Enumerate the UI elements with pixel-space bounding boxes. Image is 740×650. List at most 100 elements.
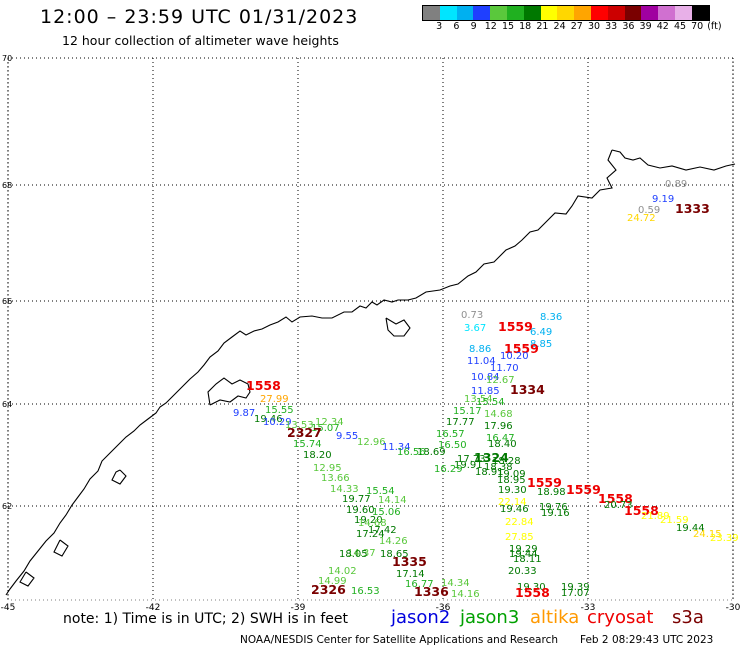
- colorbar-label: 9: [470, 21, 477, 32]
- wave-height-value: 19.44: [676, 523, 705, 534]
- wave-height-value: 1334: [510, 382, 545, 397]
- credit-line: NOAA/NESDIS Center for Satellite Applica…: [240, 634, 558, 646]
- wave-height-value: 22.84: [505, 517, 534, 528]
- legend-altika: altika: [530, 607, 580, 628]
- wave-height-value: 14.14: [378, 495, 407, 506]
- colorbar-swatch: [557, 6, 575, 20]
- wave-height-value: 13.53: [285, 420, 314, 431]
- colorbar-swatch: [624, 6, 642, 20]
- wave-height-value: 11.70: [490, 363, 519, 374]
- colorbar-label: 45: [673, 21, 687, 32]
- wave-height-value: 17.07: [561, 588, 590, 599]
- colorbar-label: 21: [536, 21, 549, 32]
- wave-height-value: 19.30: [498, 485, 527, 496]
- wave-height-value: 17.77: [446, 417, 475, 428]
- wave-height-value: 18.95: [497, 475, 526, 486]
- wave-height-value: 19.16: [541, 508, 570, 519]
- wave-height-value: 18.65: [380, 549, 409, 560]
- wave-height-value: 15.54: [366, 486, 395, 497]
- wave-height-value: 3.67: [464, 323, 486, 334]
- wave-height-value: 14.26: [379, 536, 408, 547]
- wave-height-colorbar: [422, 5, 710, 21]
- wave-height-value: 19.20: [354, 515, 383, 526]
- greenland-coastline: [5, 149, 736, 596]
- wave-height-value: 13.54: [464, 394, 493, 405]
- longitude-label: -45: [1, 603, 16, 613]
- wave-height-value: 12.96: [357, 437, 386, 448]
- colorbar-swatch: [658, 6, 675, 20]
- wave-height-value: 14.02: [328, 566, 357, 577]
- wave-height-value: 8.85: [530, 339, 552, 350]
- colorbar-swatch: [607, 6, 625, 20]
- latitude-label: 64: [2, 400, 12, 409]
- colorbar-swatch: [641, 6, 659, 20]
- wave-height-value: 18.69: [417, 447, 446, 458]
- wave-height-value: 14.68: [358, 518, 387, 529]
- wave-height-value: 21.89: [641, 511, 670, 522]
- colorbar-swatch: [590, 6, 608, 20]
- wave-height-value: 0.89: [665, 179, 687, 190]
- wave-height-value: 18.98: [537, 487, 566, 498]
- wave-height-value: 2326: [311, 582, 346, 597]
- wave-height-value: 12.34: [315, 417, 344, 428]
- wave-height-value: 18.11: [513, 554, 542, 565]
- wave-height-value: 23.39: [710, 533, 739, 544]
- wave-height-value: 19.09: [497, 469, 526, 480]
- wave-height-value: 15.06: [372, 507, 401, 518]
- wave-height-value: 13.66: [321, 473, 350, 484]
- wave-height-value: 14.68: [484, 409, 513, 420]
- lat-lon-grid: [7, 57, 734, 601]
- wave-height-value: 8.86: [469, 344, 491, 355]
- wave-height-value: 2327: [287, 425, 322, 440]
- wave-height-value: 11.04: [467, 356, 496, 367]
- latitude-label: 62: [2, 502, 12, 511]
- wave-height-value: 17.73: [457, 454, 486, 465]
- wave-height-value: 14.37: [347, 548, 376, 559]
- longitude-label: -30: [726, 603, 740, 613]
- colorbar-swatch: [674, 6, 692, 20]
- longitude-label: -42: [146, 603, 161, 613]
- wave-height-value: 18.05: [339, 549, 368, 560]
- colorbar-label: 39: [639, 21, 652, 32]
- wave-height-value: 1559: [504, 341, 539, 356]
- colorbar-labels: 3 6 9 12 15 18 21 24 27 30 33 36 39 42 45 70 (ft): [422, 21, 732, 33]
- wave-height-value: 19.29: [509, 544, 538, 555]
- map-frame: [7, 57, 734, 601]
- wave-height-value: 9.87: [233, 408, 255, 419]
- colorbar-swatch: [506, 6, 524, 20]
- wave-height-value: 18.91: [475, 467, 504, 478]
- wave-height-value: 16.56: [397, 447, 426, 458]
- colorbar-swatch: [439, 6, 457, 20]
- wave-height-value: 15.55: [265, 405, 294, 416]
- wave-height-value: 27.99: [260, 394, 289, 405]
- wave-height-value: 20.73: [604, 500, 633, 511]
- colorbar-label: 3: [436, 21, 443, 32]
- colorbar-swatch: [574, 6, 591, 20]
- wave-height-value: 1558: [246, 378, 281, 393]
- wave-height-value: 19.39: [561, 582, 590, 593]
- wave-height-value: 10.29: [263, 417, 292, 428]
- wave-height-value: 24.15: [693, 529, 722, 540]
- colorbar-label: 12: [484, 21, 497, 32]
- wave-height-value: 1336: [414, 584, 449, 599]
- wave-height-value: 19.44: [509, 549, 538, 560]
- wave-height-value: 8.36: [540, 312, 562, 323]
- wave-height-value: 18.20: [303, 450, 332, 461]
- colorbar-label: 70: [691, 21, 704, 32]
- wave-height-value: 16.77: [405, 579, 434, 590]
- wave-height-value: 2325: [0, 0, 35, 3]
- wave-height-value: 19.46: [500, 504, 529, 515]
- colorbar-swatch: [540, 6, 558, 20]
- wave-height-value: 16.47: [486, 433, 515, 444]
- wave-height-value: 1558: [598, 491, 633, 506]
- wave-height-value: 16.50: [438, 440, 467, 451]
- colorbar-swatch: [423, 6, 440, 20]
- wave-height-value: 20.33: [508, 566, 537, 577]
- wave-height-value: 9.19: [652, 194, 674, 205]
- wave-height-value: 22.14: [498, 497, 527, 508]
- wave-height-value: 15.17: [453, 406, 482, 417]
- wave-height-value: 1558: [515, 585, 550, 600]
- legend-jason3: jason3: [460, 607, 520, 628]
